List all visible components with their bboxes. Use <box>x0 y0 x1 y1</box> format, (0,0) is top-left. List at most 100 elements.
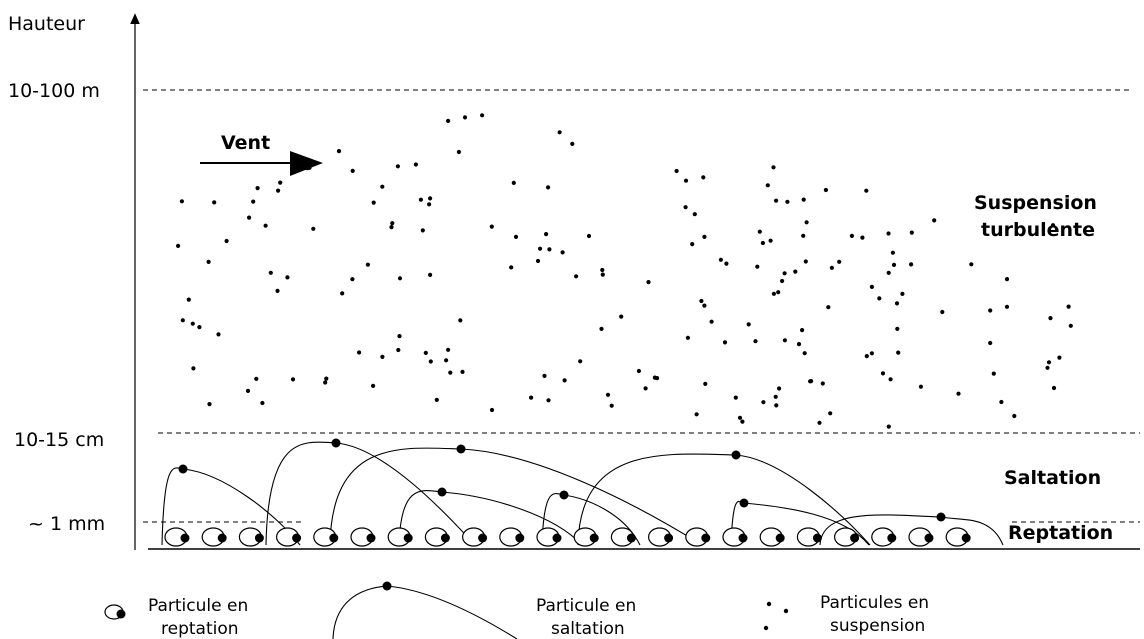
height-axis-label: Hauteur <box>8 13 85 35</box>
zone-label-suspension: Suspension <box>974 192 1097 214</box>
suspension-particle <box>423 350 428 355</box>
suspension-particle <box>434 397 439 402</box>
suspension-particle <box>988 308 993 313</box>
suspension-particle <box>186 297 191 302</box>
suspension-particle <box>395 164 400 169</box>
suspension-particle <box>480 113 485 118</box>
suspension-particle <box>206 259 211 264</box>
suspension-particle <box>1012 413 1017 419</box>
suspension-particle <box>896 350 901 355</box>
suspension-particle <box>755 264 760 269</box>
suspension-particle <box>940 309 945 315</box>
suspension-particle <box>655 376 660 381</box>
suspension-particles <box>176 113 1073 429</box>
suspension-particle <box>760 240 766 246</box>
reptation-particles <box>164 527 971 547</box>
suspension-particle <box>718 257 724 262</box>
suspension-particle <box>802 351 807 356</box>
suspension-particle <box>999 399 1004 405</box>
suspension-particle <box>324 376 329 381</box>
suspension-particle <box>918 384 924 389</box>
suspension-particle <box>418 197 423 202</box>
legend-suspension-line1: Particules en <box>820 593 929 613</box>
saltation-particle <box>559 490 569 500</box>
suspension-particle <box>864 188 869 193</box>
suspension-particle <box>397 276 403 281</box>
suspension-particle <box>446 118 451 123</box>
suspension-particle <box>191 366 196 371</box>
suspension-particle <box>311 226 316 231</box>
suspension-particle <box>371 200 376 205</box>
suspension-particle <box>877 296 882 301</box>
suspension-particle <box>773 394 778 399</box>
saltation-particle <box>936 512 946 522</box>
reptation-particle <box>462 527 488 547</box>
suspension-particle <box>932 218 937 223</box>
saltation-trajectory <box>819 512 1004 546</box>
suspension-particle <box>1050 223 1056 228</box>
suspension-particle <box>458 318 463 323</box>
zone-label-reptation: Reptation <box>1008 522 1113 544</box>
level-label-10-100m: 10-100 m <box>8 80 100 102</box>
legend-saltation-icon <box>332 581 518 639</box>
wind-arrow-icon <box>200 151 323 176</box>
suspension-particle <box>560 250 565 255</box>
reptation-particle <box>796 527 822 547</box>
suspension-particle <box>991 371 996 376</box>
suspension-particle <box>557 130 562 135</box>
reptation-particle <box>424 527 450 547</box>
suspension-particle <box>753 339 758 344</box>
saltation-trajectory <box>398 487 583 546</box>
suspension-particle <box>774 403 779 408</box>
suspension-particle <box>800 328 805 333</box>
suspension-particle <box>793 269 798 274</box>
suspension-particle <box>275 288 280 293</box>
suspension-particle <box>782 338 788 343</box>
suspension-particle <box>268 270 273 275</box>
suspension-particle <box>988 340 993 346</box>
legend-reptation-icon <box>104 604 126 620</box>
legend-reptation-line2: reptation <box>161 619 239 639</box>
suspension-particle <box>365 262 370 267</box>
suspension-particle <box>796 342 802 347</box>
suspension-particle <box>197 325 202 330</box>
suspension-particle <box>427 202 432 207</box>
suspension-particle <box>765 183 770 188</box>
suspension-particle <box>780 278 785 284</box>
suspension-particle <box>397 334 402 339</box>
suspension-particle <box>460 369 465 374</box>
suspension-particle <box>340 291 345 296</box>
suspension-particle <box>609 403 614 408</box>
suspension-particle <box>803 259 808 264</box>
level-label-10-15cm: 10-15 cm <box>14 429 104 451</box>
suspension-particle <box>619 314 624 319</box>
suspension-particle <box>413 162 418 167</box>
suspension-particle <box>245 388 251 393</box>
suspension-particle <box>757 229 762 234</box>
suspension-particle <box>260 400 265 406</box>
reptation-particle <box>164 527 190 547</box>
suspension-particle <box>768 238 773 243</box>
suspension-particle <box>969 262 974 267</box>
saltation-particle <box>331 438 341 448</box>
suspension-particle <box>740 419 745 424</box>
suspension-particle <box>891 262 897 267</box>
suspension-particle <box>446 347 451 352</box>
reptation-particle <box>313 527 339 547</box>
suspension-particle <box>251 199 256 204</box>
suspension-particle <box>263 223 268 228</box>
suspension-particle <box>694 412 699 417</box>
suspension-particle <box>699 298 704 304</box>
suspension-particle <box>586 233 592 239</box>
legend-suspension-line2: suspension <box>830 616 925 636</box>
suspension-particle <box>600 272 605 277</box>
level-label-1mm: ~ 1 mm <box>28 513 105 535</box>
suspension-particle <box>829 265 835 270</box>
reptation-particle <box>759 527 785 547</box>
suspension-particle <box>746 322 751 327</box>
reptation-particle <box>350 527 376 547</box>
legend-reptation-line1: Particule en <box>148 596 248 616</box>
suspension-particle <box>761 400 766 405</box>
suspension-particle <box>212 200 217 205</box>
suspension-particle <box>909 230 914 235</box>
